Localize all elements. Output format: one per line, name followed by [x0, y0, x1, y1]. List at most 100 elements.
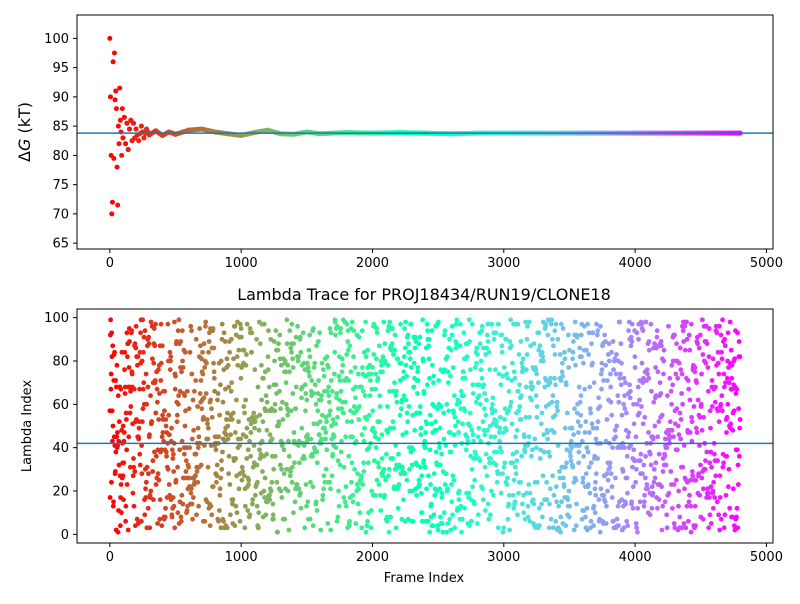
lambda-point	[326, 393, 332, 399]
lambda-point	[285, 362, 291, 368]
lambda-point	[715, 360, 721, 366]
lambda-point	[464, 354, 470, 360]
lambda-point	[327, 408, 333, 414]
lambda-point	[562, 349, 567, 355]
lambda-point	[664, 525, 670, 531]
lambda-point	[370, 408, 376, 414]
lambda-point	[401, 497, 406, 503]
lambda-point	[169, 447, 175, 453]
lambda-point	[217, 486, 223, 492]
delta-g-point	[115, 202, 121, 208]
lambda-point	[363, 319, 369, 325]
lambda-point	[560, 326, 566, 331]
lambda-point	[689, 438, 695, 444]
lambda-point	[523, 367, 529, 373]
lambda-point	[580, 360, 586, 366]
lambda-point	[470, 484, 475, 490]
lambda-point	[523, 319, 528, 325]
delta-g-point	[138, 123, 144, 129]
lambda-point	[709, 404, 715, 409]
lambda-point	[387, 388, 392, 394]
lambda-point	[412, 427, 418, 433]
lambda-point	[319, 360, 325, 366]
lambda-point	[735, 482, 741, 487]
lambda-point	[439, 495, 445, 500]
lambda-point	[124, 447, 130, 453]
lambda-point	[313, 401, 319, 407]
lambda-point	[156, 367, 161, 373]
lambda-point	[638, 451, 644, 457]
lambda-point	[666, 323, 671, 329]
lambda-point	[553, 382, 558, 388]
lambda-point	[225, 362, 231, 368]
lambda-point	[362, 393, 368, 399]
lambda-point	[143, 371, 149, 377]
lambda-point	[528, 380, 534, 386]
lambda-point	[129, 371, 135, 377]
lambda-point	[289, 321, 295, 327]
lambda-point	[621, 445, 627, 451]
lambda-point	[284, 317, 290, 323]
lambda-point	[405, 419, 411, 425]
lambda-point	[636, 336, 641, 342]
lambda-point	[143, 495, 149, 500]
lambda-point	[153, 453, 159, 459]
lambda-point	[359, 384, 364, 390]
lambda-point	[430, 523, 436, 529]
lambda-point	[324, 354, 330, 360]
lambda-point	[478, 438, 484, 444]
lambda-trace-x-tick-label: 5000	[750, 550, 783, 565]
lambda-point	[708, 449, 714, 455]
lambda-point	[328, 378, 334, 383]
lambda-point	[158, 360, 164, 366]
lambda-point	[538, 421, 544, 427]
lambda-point	[442, 367, 448, 373]
lambda-point	[467, 339, 473, 344]
lambda-point	[706, 326, 712, 331]
lambda-point	[333, 332, 338, 338]
lambda-point	[499, 332, 505, 338]
lambda-point	[701, 414, 707, 420]
lambda-point	[443, 471, 449, 477]
lambda-point	[558, 321, 564, 327]
lambda-point	[536, 330, 542, 336]
lambda-point	[424, 321, 430, 327]
lambda-point	[187, 349, 193, 355]
lambda-point	[208, 443, 214, 448]
lambda-point	[224, 356, 230, 362]
lambda-point	[737, 417, 743, 422]
lambda-point	[451, 432, 457, 438]
lambda-point	[351, 328, 357, 334]
lambda-point	[247, 438, 252, 444]
lambda-point	[671, 434, 676, 440]
lambda-point	[504, 371, 510, 377]
lambda-point	[180, 501, 186, 507]
lambda-point	[694, 380, 699, 386]
lambda-point	[551, 525, 557, 531]
lambda-point	[676, 432, 682, 438]
lambda-point	[681, 521, 687, 526]
lambda-point	[635, 529, 640, 535]
lambda-point	[115, 443, 121, 448]
lambda-point	[189, 501, 195, 507]
lambda-point	[346, 523, 352, 529]
lambda-point	[563, 382, 569, 388]
lambda-point	[682, 347, 688, 353]
lambda-point	[358, 473, 364, 479]
lambda-point	[717, 495, 723, 500]
lambda-point	[701, 486, 706, 492]
lambda-point	[499, 449, 504, 455]
lambda-point	[412, 345, 418, 351]
lambda-point	[619, 497, 625, 503]
lambda-point	[507, 527, 512, 533]
lambda-point	[252, 419, 258, 425]
lambda-point	[539, 349, 545, 355]
lambda-point	[206, 339, 212, 344]
lambda-point	[480, 419, 486, 425]
lambda-point	[381, 466, 387, 472]
lambda-point	[271, 466, 277, 472]
lambda-point	[403, 362, 409, 368]
lambda-point	[413, 410, 419, 416]
lambda-point	[612, 356, 618, 362]
lambda-point	[447, 516, 453, 522]
